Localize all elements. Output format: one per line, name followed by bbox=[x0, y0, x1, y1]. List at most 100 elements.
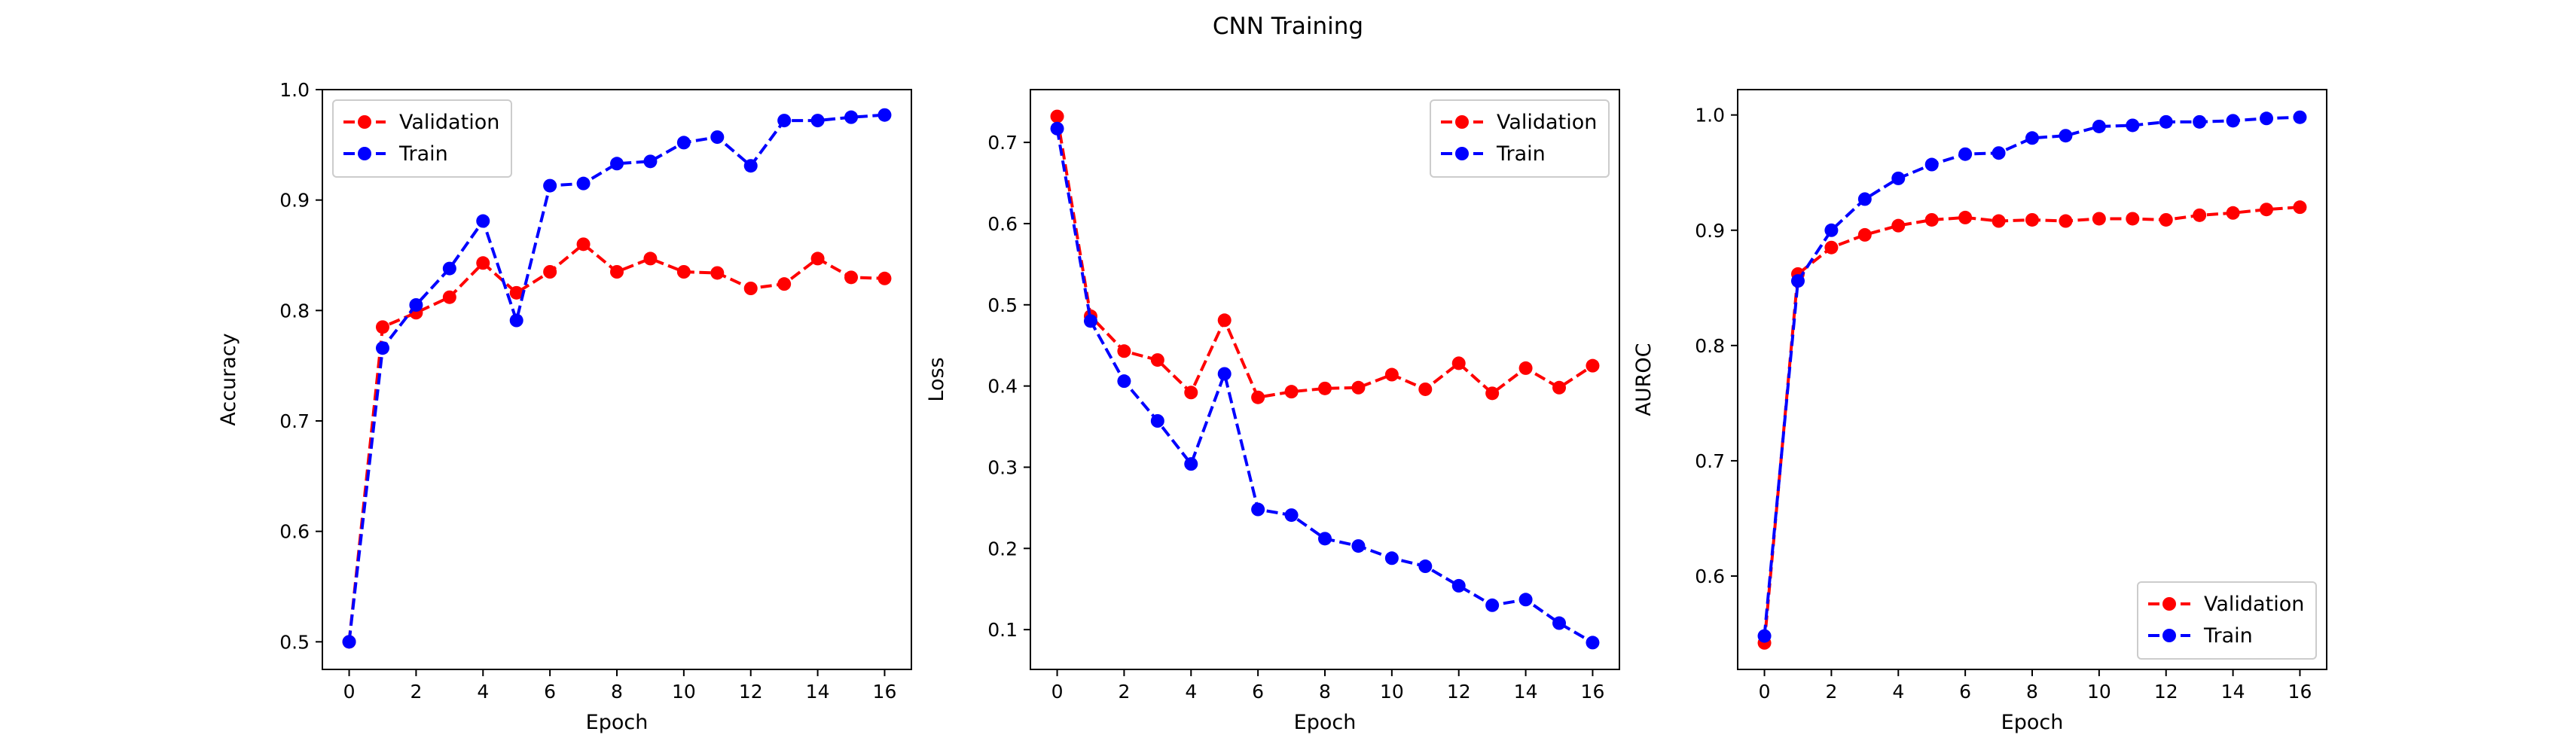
data-point bbox=[2226, 206, 2240, 220]
x-tick-label: 12 bbox=[1447, 681, 1471, 703]
axes-frame bbox=[1030, 89, 1620, 670]
x-tick-label: 2 bbox=[1118, 681, 1130, 703]
legend-marker bbox=[358, 147, 371, 160]
x-tick-label: 0 bbox=[1051, 681, 1064, 703]
series-line-train bbox=[1763, 115, 2300, 636]
x-tick-label: 0 bbox=[1759, 681, 1771, 703]
y-tick-label: 0.8 bbox=[1695, 335, 1725, 357]
data-point bbox=[1117, 344, 1131, 358]
data-point bbox=[676, 265, 691, 279]
x-tick-label: 6 bbox=[544, 681, 556, 703]
data-point bbox=[576, 237, 591, 252]
legend-label: Validation bbox=[399, 111, 499, 134]
x-tick-label: 8 bbox=[2026, 681, 2038, 703]
data-point bbox=[409, 298, 423, 312]
y-tick-label: 0.1 bbox=[987, 619, 1018, 641]
data-point bbox=[1184, 386, 1198, 400]
data-point bbox=[375, 320, 389, 334]
data-point bbox=[2159, 114, 2173, 129]
legend-label: Validation bbox=[2204, 593, 2304, 616]
legend-box bbox=[1430, 99, 1610, 178]
data-point bbox=[2126, 212, 2140, 226]
y-tick-label: 0.6 bbox=[279, 521, 310, 543]
data-point bbox=[1552, 380, 1567, 395]
y-axis-label: Loss bbox=[925, 357, 948, 401]
x-tick-label: 16 bbox=[873, 681, 897, 703]
subplot-3: 0 2 4 6 8 10 12 14 16 0.6 0.7 0.8 0.9 1.0 Epoch AUROC Va… bbox=[1632, 89, 2327, 734]
data-point bbox=[777, 277, 792, 291]
legend-marker bbox=[2162, 629, 2176, 642]
data-point bbox=[2193, 208, 2207, 222]
data-point bbox=[2193, 114, 2207, 129]
x-tick-label: 6 bbox=[1959, 681, 1971, 703]
data-point bbox=[1284, 385, 1299, 399]
y-tick-label: 0.9 bbox=[1695, 220, 1725, 242]
x-tick-label: 12 bbox=[739, 681, 763, 703]
data-point bbox=[1992, 214, 2006, 228]
data-point bbox=[1318, 381, 1332, 395]
x-tick-label: 8 bbox=[611, 681, 623, 703]
legend: Validation Train bbox=[2137, 581, 2317, 660]
data-point bbox=[1117, 374, 1131, 389]
figure-title: CNN Training bbox=[1213, 13, 1363, 40]
data-point bbox=[743, 159, 758, 173]
data-point bbox=[442, 290, 456, 304]
y-tick-label: 1.0 bbox=[279, 79, 310, 101]
legend: Validation Train bbox=[332, 99, 512, 178]
data-point bbox=[1251, 502, 1265, 517]
data-point bbox=[844, 110, 859, 124]
data-point bbox=[676, 136, 691, 150]
data-point bbox=[643, 252, 658, 266]
data-point bbox=[1958, 210, 1973, 224]
subplot-1: 0 2 4 6 8 10 12 14 16 0.5 0.6 0.7 0.8 0.9 1.0 Epoch Accu… bbox=[217, 79, 912, 734]
axes-frame bbox=[322, 89, 912, 670]
data-point bbox=[1050, 109, 1064, 123]
y-tick-label: 0.8 bbox=[279, 300, 310, 322]
data-point bbox=[2025, 131, 2039, 145]
legend-marker bbox=[358, 115, 371, 129]
x-axis-label: Epoch bbox=[586, 711, 649, 734]
x-tick-label: 4 bbox=[477, 681, 489, 703]
data-point bbox=[543, 265, 557, 279]
data-point bbox=[476, 256, 490, 270]
legend: Validation Train bbox=[1430, 99, 1610, 178]
data-point bbox=[710, 130, 725, 145]
y-tick-label: 0.4 bbox=[987, 376, 1018, 398]
legend-label: Train bbox=[1496, 142, 1546, 166]
data-point bbox=[1418, 559, 1433, 574]
data-point bbox=[1251, 390, 1265, 404]
data-point bbox=[844, 270, 859, 285]
data-point bbox=[1485, 386, 1500, 401]
data-point bbox=[2260, 203, 2274, 217]
data-point bbox=[1518, 361, 1533, 375]
data-point bbox=[610, 265, 624, 279]
data-point bbox=[1824, 240, 1839, 255]
data-point bbox=[1824, 223, 1839, 237]
y-tick-label: 0.5 bbox=[279, 631, 310, 653]
data-point bbox=[2293, 200, 2307, 215]
data-point bbox=[1451, 578, 1466, 593]
x-tick-label: 4 bbox=[1892, 681, 1904, 703]
x-tick-label: 4 bbox=[1185, 681, 1197, 703]
data-point bbox=[877, 108, 892, 122]
data-point bbox=[375, 341, 389, 355]
data-point bbox=[643, 154, 658, 169]
data-point bbox=[1857, 227, 1872, 242]
data-point bbox=[576, 176, 591, 191]
data-point bbox=[2126, 118, 2140, 133]
data-point bbox=[1586, 358, 1600, 373]
data-point bbox=[442, 261, 456, 276]
y-axis-label: Accuracy bbox=[217, 333, 240, 425]
data-point bbox=[1757, 629, 1772, 643]
y-tick-label: 1.0 bbox=[1695, 105, 1725, 127]
data-point bbox=[777, 114, 792, 128]
subplots: 0 2 4 6 8 10 12 14 16 0.5 0.6 0.7 0.8 0.9 1.0 Epoch Accu… bbox=[217, 79, 2327, 734]
series-train bbox=[342, 108, 892, 649]
x-tick-label: 10 bbox=[672, 681, 696, 703]
x-axis-label: Epoch bbox=[1294, 711, 1357, 734]
data-point bbox=[1384, 367, 1399, 382]
series-train bbox=[1757, 110, 2307, 643]
data-point bbox=[1418, 382, 1433, 396]
legend-box bbox=[2137, 581, 2317, 660]
data-point bbox=[2092, 212, 2106, 226]
